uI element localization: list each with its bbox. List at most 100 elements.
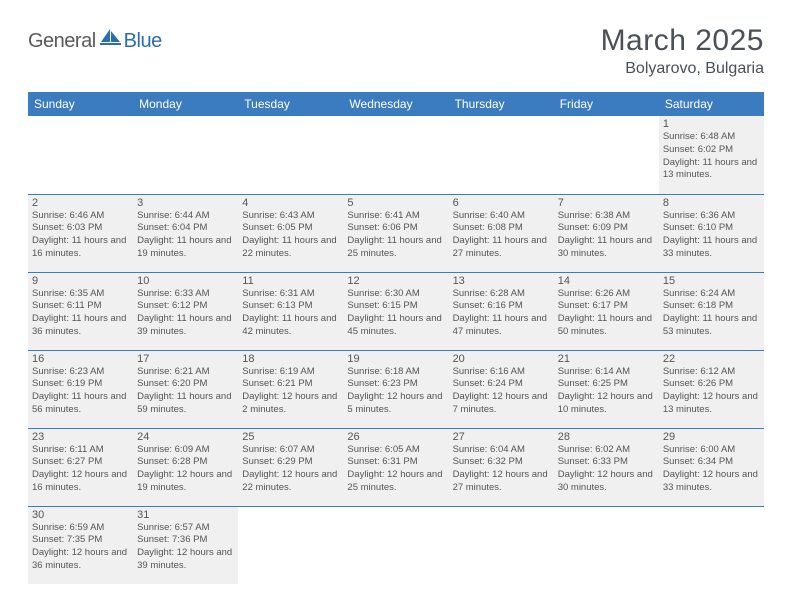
calendar-day-cell xyxy=(449,116,554,194)
day-header: Monday xyxy=(133,92,238,116)
calendar-day-cell: 10Sunrise: 6:33 AMSunset: 6:12 PMDayligh… xyxy=(133,272,238,350)
day-number: 25 xyxy=(242,431,339,443)
day-number: 20 xyxy=(453,353,550,365)
day-number: 22 xyxy=(663,353,760,365)
calendar-day-cell: 12Sunrise: 6:30 AMSunset: 6:15 PMDayligh… xyxy=(343,272,448,350)
day-info: Sunrise: 6:28 AMSunset: 6:16 PMDaylight:… xyxy=(453,288,550,339)
location-label: Bolyarovo, Bulgaria xyxy=(601,60,764,78)
day-info: Sunrise: 6:43 AMSunset: 6:05 PMDaylight:… xyxy=(242,210,339,261)
day-info: Sunrise: 6:18 AMSunset: 6:23 PMDaylight:… xyxy=(347,366,444,417)
day-number: 23 xyxy=(32,431,129,443)
calendar-day-cell: 24Sunrise: 6:09 AMSunset: 6:28 PMDayligh… xyxy=(133,428,238,506)
day-number: 19 xyxy=(347,353,444,365)
calendar-day-cell: 26Sunrise: 6:05 AMSunset: 6:31 PMDayligh… xyxy=(343,428,448,506)
day-info: Sunrise: 6:48 AMSunset: 6:02 PMDaylight:… xyxy=(663,131,760,182)
calendar-day-cell xyxy=(343,116,448,194)
day-number: 31 xyxy=(137,509,234,521)
day-header: Friday xyxy=(554,92,659,116)
day-info: Sunrise: 6:16 AMSunset: 6:24 PMDaylight:… xyxy=(453,366,550,417)
day-number: 5 xyxy=(347,197,444,209)
calendar-day-cell: 7Sunrise: 6:38 AMSunset: 6:09 PMDaylight… xyxy=(554,194,659,272)
calendar-day-cell xyxy=(28,116,133,194)
calendar-day-cell: 27Sunrise: 6:04 AMSunset: 6:32 PMDayligh… xyxy=(449,428,554,506)
calendar-day-cell: 19Sunrise: 6:18 AMSunset: 6:23 PMDayligh… xyxy=(343,350,448,428)
day-info: Sunrise: 6:38 AMSunset: 6:09 PMDaylight:… xyxy=(558,210,655,261)
day-info: Sunrise: 6:33 AMSunset: 6:12 PMDaylight:… xyxy=(137,288,234,339)
calendar-day-cell: 2Sunrise: 6:46 AMSunset: 6:03 PMDaylight… xyxy=(28,194,133,272)
calendar-week-row: 9Sunrise: 6:35 AMSunset: 6:11 PMDaylight… xyxy=(28,272,764,350)
calendar-day-cell xyxy=(343,506,448,584)
day-info: Sunrise: 6:35 AMSunset: 6:11 PMDaylight:… xyxy=(32,288,129,339)
calendar-day-cell xyxy=(238,506,343,584)
day-number: 18 xyxy=(242,353,339,365)
logo-text-general: General xyxy=(28,30,96,53)
calendar-day-cell xyxy=(449,506,554,584)
calendar-table: SundayMondayTuesdayWednesdayThursdayFrid… xyxy=(28,92,764,584)
day-info: Sunrise: 6:02 AMSunset: 6:33 PMDaylight:… xyxy=(558,444,655,495)
day-number: 26 xyxy=(347,431,444,443)
day-info: Sunrise: 6:09 AMSunset: 6:28 PMDaylight:… xyxy=(137,444,234,495)
day-info: Sunrise: 6:11 AMSunset: 6:27 PMDaylight:… xyxy=(32,444,129,495)
day-number: 4 xyxy=(242,197,339,209)
day-info: Sunrise: 6:21 AMSunset: 6:20 PMDaylight:… xyxy=(137,366,234,417)
calendar-day-cell: 8Sunrise: 6:36 AMSunset: 6:10 PMDaylight… xyxy=(659,194,764,272)
day-header: Saturday xyxy=(659,92,764,116)
day-info: Sunrise: 6:05 AMSunset: 6:31 PMDaylight:… xyxy=(347,444,444,495)
day-info: Sunrise: 6:07 AMSunset: 6:29 PMDaylight:… xyxy=(242,444,339,495)
calendar-day-cell: 30Sunrise: 6:59 AMSunset: 7:35 PMDayligh… xyxy=(28,506,133,584)
calendar-day-cell: 15Sunrise: 6:24 AMSunset: 6:18 PMDayligh… xyxy=(659,272,764,350)
calendar-day-cell: 23Sunrise: 6:11 AMSunset: 6:27 PMDayligh… xyxy=(28,428,133,506)
day-number: 7 xyxy=(558,197,655,209)
day-number: 29 xyxy=(663,431,760,443)
day-info: Sunrise: 6:26 AMSunset: 6:17 PMDaylight:… xyxy=(558,288,655,339)
day-header: Wednesday xyxy=(343,92,448,116)
day-header: Thursday xyxy=(449,92,554,116)
day-info: Sunrise: 6:59 AMSunset: 7:35 PMDaylight:… xyxy=(32,522,129,573)
calendar-day-cell: 25Sunrise: 6:07 AMSunset: 6:29 PMDayligh… xyxy=(238,428,343,506)
day-number: 28 xyxy=(558,431,655,443)
logo-text-blue: Blue xyxy=(124,30,162,53)
day-number: 3 xyxy=(137,197,234,209)
day-info: Sunrise: 6:14 AMSunset: 6:25 PMDaylight:… xyxy=(558,366,655,417)
day-number: 9 xyxy=(32,275,129,287)
day-number: 13 xyxy=(453,275,550,287)
calendar-day-cell: 14Sunrise: 6:26 AMSunset: 6:17 PMDayligh… xyxy=(554,272,659,350)
day-number: 21 xyxy=(558,353,655,365)
day-info: Sunrise: 6:31 AMSunset: 6:13 PMDaylight:… xyxy=(242,288,339,339)
logo-sail-icon xyxy=(100,28,122,51)
day-number: 24 xyxy=(137,431,234,443)
day-number: 6 xyxy=(453,197,550,209)
day-info: Sunrise: 6:23 AMSunset: 6:19 PMDaylight:… xyxy=(32,366,129,417)
calendar-day-cell: 16Sunrise: 6:23 AMSunset: 6:19 PMDayligh… xyxy=(28,350,133,428)
calendar-day-cell: 20Sunrise: 6:16 AMSunset: 6:24 PMDayligh… xyxy=(449,350,554,428)
day-info: Sunrise: 6:41 AMSunset: 6:06 PMDaylight:… xyxy=(347,210,444,261)
day-number: 11 xyxy=(242,275,339,287)
calendar-day-cell: 18Sunrise: 6:19 AMSunset: 6:21 PMDayligh… xyxy=(238,350,343,428)
day-info: Sunrise: 6:04 AMSunset: 6:32 PMDaylight:… xyxy=(453,444,550,495)
day-number: 15 xyxy=(663,275,760,287)
day-number: 10 xyxy=(137,275,234,287)
day-number: 12 xyxy=(347,275,444,287)
calendar-day-cell: 9Sunrise: 6:35 AMSunset: 6:11 PMDaylight… xyxy=(28,272,133,350)
day-info: Sunrise: 6:44 AMSunset: 6:04 PMDaylight:… xyxy=(137,210,234,261)
calendar-day-cell: 1Sunrise: 6:48 AMSunset: 6:02 PMDaylight… xyxy=(659,116,764,194)
day-number: 1 xyxy=(663,118,760,130)
calendar-day-cell: 29Sunrise: 6:00 AMSunset: 6:34 PMDayligh… xyxy=(659,428,764,506)
calendar-week-row: 2Sunrise: 6:46 AMSunset: 6:03 PMDaylight… xyxy=(28,194,764,272)
logo: General Blue xyxy=(28,30,162,53)
day-info: Sunrise: 6:46 AMSunset: 6:03 PMDaylight:… xyxy=(32,210,129,261)
calendar-day-cell xyxy=(238,116,343,194)
calendar-week-row: 1Sunrise: 6:48 AMSunset: 6:02 PMDaylight… xyxy=(28,116,764,194)
day-info: Sunrise: 6:30 AMSunset: 6:15 PMDaylight:… xyxy=(347,288,444,339)
calendar-day-cell: 31Sunrise: 6:57 AMSunset: 7:36 PMDayligh… xyxy=(133,506,238,584)
day-info: Sunrise: 6:57 AMSunset: 7:36 PMDaylight:… xyxy=(137,522,234,573)
header: General Blue March 2025 Bolyarovo, Bulga… xyxy=(28,24,764,78)
day-number: 30 xyxy=(32,509,129,521)
calendar-body: 1Sunrise: 6:48 AMSunset: 6:02 PMDaylight… xyxy=(28,116,764,584)
calendar-day-cell xyxy=(659,506,764,584)
calendar-day-cell: 5Sunrise: 6:41 AMSunset: 6:06 PMDaylight… xyxy=(343,194,448,272)
calendar-week-row: 16Sunrise: 6:23 AMSunset: 6:19 PMDayligh… xyxy=(28,350,764,428)
calendar-day-cell: 3Sunrise: 6:44 AMSunset: 6:04 PMDaylight… xyxy=(133,194,238,272)
day-header: Sunday xyxy=(28,92,133,116)
calendar-header-row: SundayMondayTuesdayWednesdayThursdayFrid… xyxy=(28,92,764,116)
